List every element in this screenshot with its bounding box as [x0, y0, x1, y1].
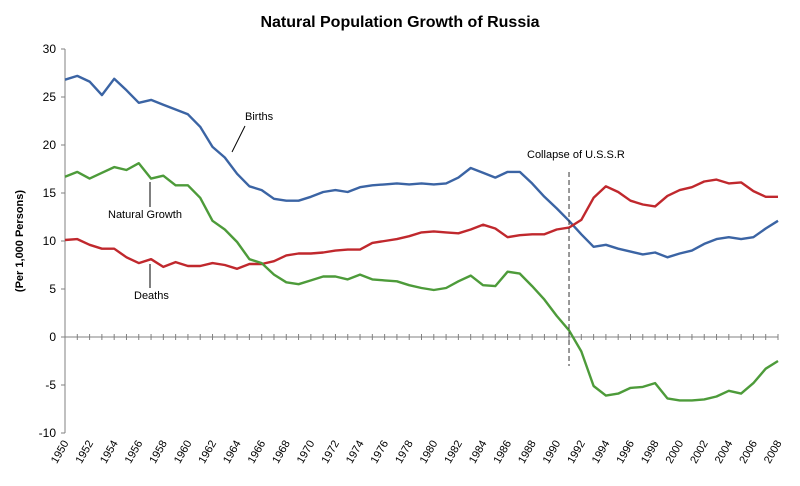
y-tick-label: 0 [49, 330, 56, 344]
x-tick-label: 1970 [295, 439, 318, 466]
x-tick-label: 1954 [98, 439, 121, 466]
series-lines [64, 74, 779, 402]
x-tick-label: 1968 [270, 439, 293, 466]
x-tick-label: 1956 [123, 439, 146, 466]
chart-title: Natural Population Growth of Russia [260, 14, 539, 31]
x-tick-label: 1980 [418, 439, 441, 466]
x-tick-label: 1996 [614, 439, 637, 466]
y-tick-label: 25 [43, 90, 57, 104]
series-line-deaths [64, 178, 778, 270]
y-tick-label: 10 [43, 234, 57, 248]
x-tick-label: 1992 [565, 439, 588, 466]
x-tick-label: 2004 [713, 439, 736, 466]
x-tick-label: 2002 [688, 439, 711, 466]
x-tick-label: 1958 [147, 439, 170, 466]
series-line-natural-growth [64, 161, 779, 402]
x-tick-label: 1962 [196, 439, 219, 466]
x-tick-label: 1990 [541, 439, 564, 466]
y-tick-label: 15 [43, 186, 57, 200]
series-line-births [64, 74, 779, 259]
x-tick-label: 1976 [369, 439, 392, 466]
y-tick-label: 5 [49, 282, 56, 296]
births-annotation: Births [245, 111, 274, 123]
x-tick-label: 1988 [516, 439, 539, 466]
x-tick-label: 1966 [246, 439, 269, 466]
y-axis-label: (Per 1,000 Persons) [14, 190, 26, 292]
x-tick-label: 1994 [590, 439, 613, 466]
y-tick-label: 30 [43, 42, 57, 56]
deaths-annotation: Deaths [134, 290, 169, 302]
x-tick-label: 1964 [221, 439, 244, 466]
x-tick-label: 1984 [467, 439, 490, 466]
y-axis: -10 -5 0 5 10 15 20 25 30 [39, 42, 66, 440]
x-tick-label: 1982 [442, 439, 465, 466]
x-tick-label: 1952 [74, 439, 97, 466]
x-tick-label: 1998 [639, 439, 662, 466]
x-tick-label: 1978 [393, 439, 416, 466]
y-tick-label: -10 [39, 426, 57, 440]
x-tick-label: 2000 [664, 439, 687, 466]
x-tick-label: 1972 [319, 439, 342, 466]
x-tick-label: 1950 [49, 439, 72, 466]
x-tick-label: 1974 [344, 439, 367, 466]
x-tick-label: 1986 [492, 439, 515, 466]
y-tick-label: 20 [43, 138, 57, 152]
collapse-annotation: Collapse of U.S.S.R [527, 149, 625, 161]
y-tick-label: -5 [45, 378, 56, 392]
births-pointer [231, 125, 246, 153]
x-tick-label: 2008 [762, 439, 785, 466]
x-tick-label: 2006 [737, 439, 760, 466]
natural-growth-annotation: Natural Growth [108, 209, 182, 221]
x-tick-label: 1960 [172, 439, 195, 466]
